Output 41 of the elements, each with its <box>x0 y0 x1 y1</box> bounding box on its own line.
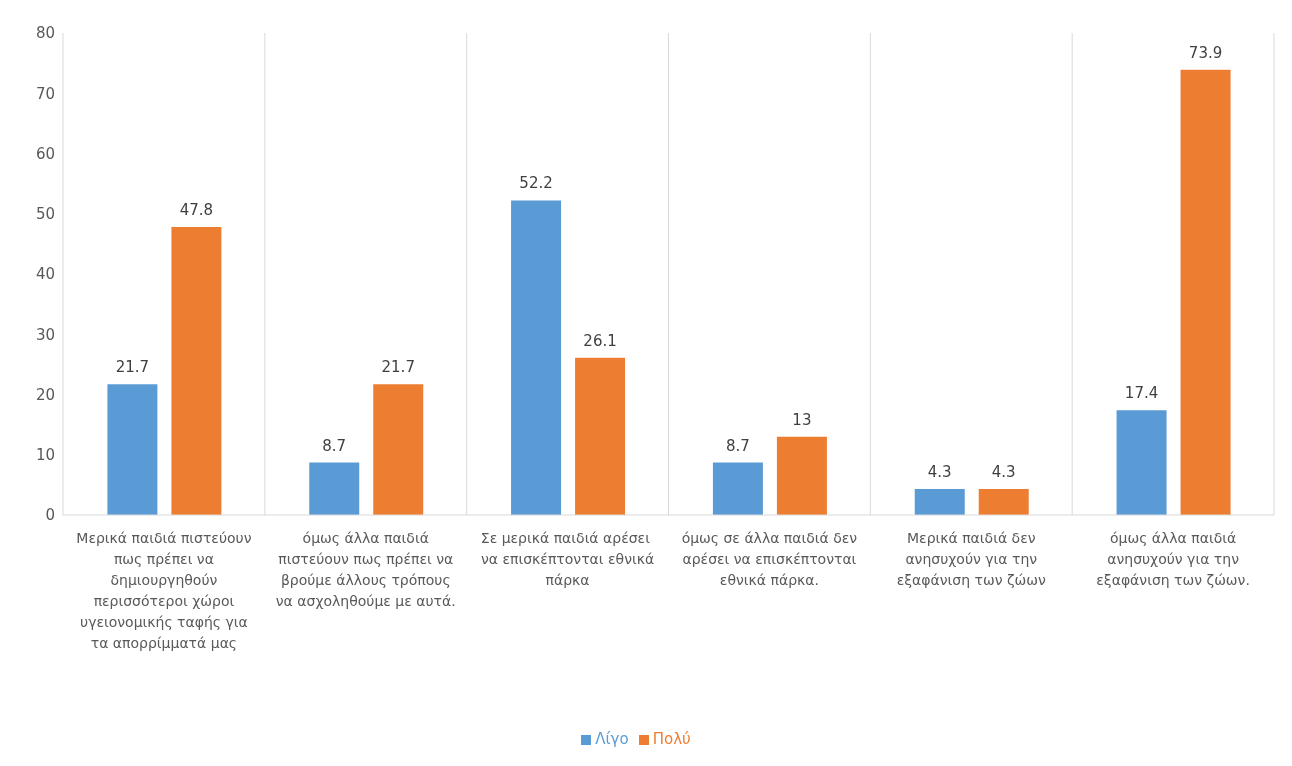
data-label: 8.7 <box>322 436 347 455</box>
data-label: 13 <box>792 410 812 429</box>
legend-label: Πολύ <box>652 730 691 748</box>
bar <box>575 357 626 515</box>
bar <box>914 489 965 515</box>
y-tick-label: 80 <box>35 24 55 43</box>
data-label: 47.8 <box>179 201 214 220</box>
data-label: 21.7 <box>115 358 150 377</box>
data-label: 17.4 <box>1124 384 1159 403</box>
y-tick-label: 60 <box>35 144 55 163</box>
y-tick-label: 50 <box>35 205 55 224</box>
data-label: 21.7 <box>381 358 415 377</box>
bar <box>171 227 222 515</box>
data-label: 4.3 <box>927 463 952 482</box>
y-tick-label: 10 <box>35 446 55 465</box>
bar <box>978 489 1029 515</box>
bar <box>1180 69 1231 515</box>
x-tick-label: Μερικά παιδιά δεν ανησυχούν για την εξαφάνιση των ζώων <box>896 530 1046 588</box>
data-label: 8.7 <box>725 436 750 455</box>
bar <box>309 462 360 515</box>
data-label: 73.9 <box>1188 43 1223 62</box>
x-tick-label: όμως σε άλλα παιδιά δεν αρέσει να επισκέπτονται εθνικά πάρκα. <box>681 530 858 588</box>
x-tick-label: Σε μερικά παιδιά αρέσει να επισκέπτονται εθνικά πάρκα <box>480 530 655 588</box>
bar <box>712 462 763 515</box>
y-tick-label: 40 <box>35 265 55 284</box>
bar <box>776 436 827 515</box>
bar <box>511 200 562 515</box>
x-tick-label: όμως άλλα παιδιά ανησυχούν για την εξαφάνιση των ζώων. <box>1096 530 1250 588</box>
data-label: 52.2 <box>519 174 553 193</box>
data-label: 4.3 <box>991 463 1016 482</box>
x-tick-label: όμως άλλα παιδιά πιστεύουν πως πρέπει να βρούμε άλλους τρόπους να ασχοληθούμε με αυτά. <box>275 530 456 609</box>
data-label: 26.1 <box>583 331 617 350</box>
legend-label: Λίγο <box>595 730 629 748</box>
y-tick-label: 0 <box>45 506 55 525</box>
y-tick-label: 20 <box>35 385 55 404</box>
bar <box>107 384 158 515</box>
x-tick-label: Μερικά παιδιά πιστεύουν πως πρέπει να δημιουργηθούν περισσότεροι χώροι υγειονομικής ταφής για τα απορρίμματά μας <box>76 530 252 651</box>
bar <box>1116 410 1167 515</box>
y-tick-label: 30 <box>35 325 55 344</box>
y-tick-label: 70 <box>35 84 55 103</box>
bar <box>373 384 424 515</box>
